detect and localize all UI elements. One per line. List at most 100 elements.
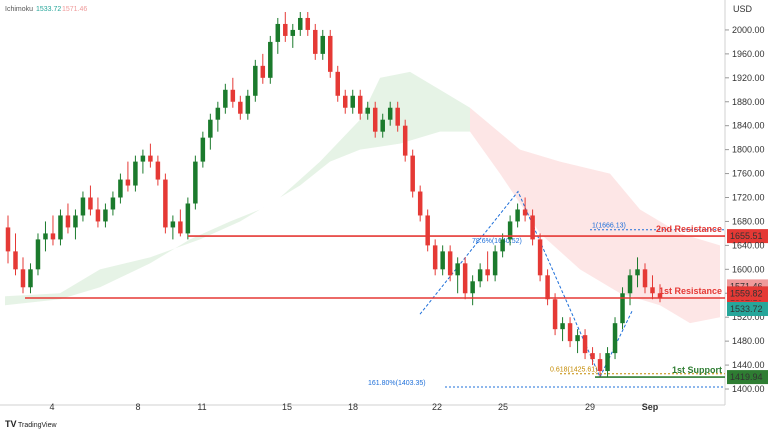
fib-label: 0.618(1425.61)	[550, 367, 597, 374]
candle-body	[477, 269, 483, 282]
indicator-label: Ichimoku	[5, 6, 33, 13]
candle-body	[410, 155, 415, 192]
candle-body	[342, 95, 348, 108]
candle-body	[522, 209, 528, 216]
y-tick-label: 1680.00	[732, 216, 765, 226]
y-tick-label: 1400.00	[732, 384, 765, 394]
level-price-value: 1419.94	[730, 372, 763, 382]
indicator-value-b: 1571.46	[62, 6, 87, 13]
x-tick-label: 29	[585, 402, 595, 412]
candle-body	[58, 215, 63, 240]
candle-body	[507, 221, 513, 240]
y-tick-label: 1880.00	[732, 97, 765, 107]
candle-body	[283, 23, 288, 36]
candle-body	[582, 335, 588, 354]
candle-body	[552, 299, 558, 330]
candle-body	[642, 269, 648, 288]
candle-body	[5, 227, 11, 252]
candle-body	[238, 101, 243, 114]
x-tick-label: 15	[282, 402, 292, 412]
y-tick-label: 1440.00	[732, 360, 765, 370]
candle-body	[560, 323, 565, 330]
candle-body	[313, 29, 318, 54]
candle-body	[425, 215, 430, 246]
candle-body	[298, 17, 303, 30]
fib-label: 78.6%(1640.52)	[472, 238, 522, 245]
x-tick-label: 4	[49, 402, 54, 412]
candle-body	[88, 197, 93, 210]
candle-body	[597, 359, 603, 372]
candle-body	[372, 107, 378, 132]
candle-body	[230, 89, 236, 102]
header: Ichimoku 1533.72 1571.46	[5, 6, 87, 13]
candle-body	[455, 263, 460, 276]
y-tick-label: 1920.00	[732, 73, 765, 83]
candle-body	[395, 107, 400, 126]
ichimoku-cloud-red	[470, 107, 720, 324]
level-label: 1st Resistance	[659, 286, 722, 296]
ichimoku-cloud-green	[5, 71, 470, 306]
candle-body	[103, 209, 108, 222]
y-tick-label: 1760.00	[732, 169, 765, 179]
price-tag-value: 1559.82	[730, 288, 763, 298]
candle-body	[80, 197, 86, 216]
y-tick-label: 1720.00	[732, 193, 765, 203]
candle-body	[440, 251, 445, 270]
candle-body	[462, 263, 468, 294]
price-tag-value: 1533.72	[730, 304, 763, 314]
candle-body	[635, 269, 640, 276]
y-tick-label: 1800.00	[732, 145, 765, 155]
candle-body	[620, 293, 625, 324]
x-tick-label: 22	[432, 402, 442, 412]
candle-body	[380, 119, 385, 132]
candle-body	[575, 335, 580, 342]
candle-body	[432, 245, 438, 270]
candle-body	[387, 107, 393, 120]
y-tick-label: 1600.00	[732, 264, 765, 274]
level-price-tag	[727, 370, 768, 385]
y-tick-label: 1960.00	[732, 49, 765, 59]
x-tick-label: 18	[348, 402, 358, 412]
candle-body	[215, 107, 221, 120]
candles	[5, 11, 663, 378]
candle-body	[545, 275, 550, 300]
candle-body	[605, 353, 610, 372]
candle-body	[320, 35, 326, 54]
candle-body	[402, 125, 408, 156]
level-price-value: 1655.51	[730, 231, 763, 241]
currency-label: USD	[733, 4, 753, 14]
candle-body	[110, 197, 116, 210]
candle-body	[95, 209, 101, 222]
y-tick-label: 1480.00	[732, 336, 765, 346]
candle-body	[245, 95, 251, 114]
candle-body	[13, 251, 18, 270]
candle-body	[170, 221, 176, 228]
candle-body	[260, 65, 266, 78]
candle-body	[530, 215, 535, 240]
candle-body	[73, 215, 78, 228]
fib-label: 1(1666.13)	[592, 223, 626, 230]
y-tick-label: 1840.00	[732, 121, 765, 131]
x-tick-label: Sep	[642, 402, 659, 412]
candle-body	[567, 323, 573, 342]
grid	[0, 0, 726, 406]
x-tick-label: 25	[498, 402, 508, 412]
candle-body	[470, 281, 475, 294]
x-tick-label: 8	[135, 402, 140, 412]
candle-body	[335, 71, 340, 96]
price-tag	[727, 286, 768, 301]
candle-body	[305, 17, 311, 30]
candle-body	[485, 269, 490, 276]
candle-body	[590, 353, 595, 360]
y-tick-label: 1520.00	[732, 312, 765, 322]
candle-body	[350, 95, 355, 108]
candle-body	[365, 107, 370, 114]
candle-body	[253, 65, 258, 96]
candle-body	[193, 161, 198, 204]
candle-body	[43, 233, 48, 240]
indicator-value-a: 1533.72	[36, 6, 61, 13]
candle-body	[133, 161, 138, 186]
candle-body	[118, 179, 123, 198]
